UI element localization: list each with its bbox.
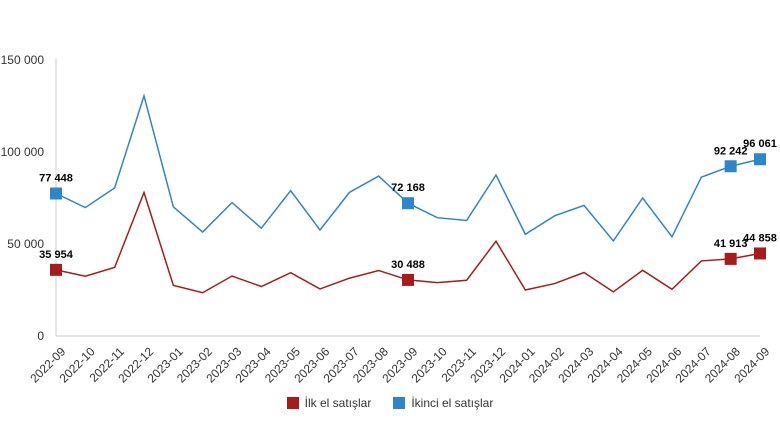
series-marker-0 <box>50 263 62 276</box>
series-marker-1 <box>50 187 62 200</box>
data-label-1: 77 448 <box>39 172 73 184</box>
series-marker-0 <box>402 273 414 286</box>
legend-label-first-hand: İlk el satışlar <box>304 396 372 410</box>
series-marker-1 <box>754 153 766 166</box>
legend: İlk el satışlar İkinci el satışlar <box>0 396 780 410</box>
y-tick-label: 100 000 <box>1 145 45 159</box>
data-label-1: 96 061 <box>743 138 777 150</box>
legend-label-second-hand: İkinci el satışlar <box>411 396 494 410</box>
series-line-1 <box>55 93 761 243</box>
data-label-0: 44 858 <box>743 232 777 244</box>
y-tick-label: 50 000 <box>7 237 44 251</box>
series-marker-1 <box>402 197 414 210</box>
series-marker-1 <box>724 160 737 173</box>
data-label-1: 92 242 <box>714 145 748 157</box>
legend-swatch-first-hand <box>286 397 299 409</box>
series-marker-0 <box>724 252 737 265</box>
data-label-0: 35 954 <box>39 249 74 261</box>
y-tick-label: 150 000 <box>1 53 45 67</box>
y-tick-label: 0 <box>37 329 44 343</box>
legend-item-first-hand[interactable]: İlk el satışlar <box>286 396 372 410</box>
data-label-1: 72 168 <box>391 182 425 194</box>
data-label-0: 41 913 <box>714 238 748 250</box>
series-marker-0 <box>754 247 766 260</box>
legend-item-second-hand[interactable]: İkinci el satışlar <box>393 396 493 410</box>
legend-swatch-second-hand <box>393 397 406 409</box>
data-label-0: 30 488 <box>391 259 425 271</box>
